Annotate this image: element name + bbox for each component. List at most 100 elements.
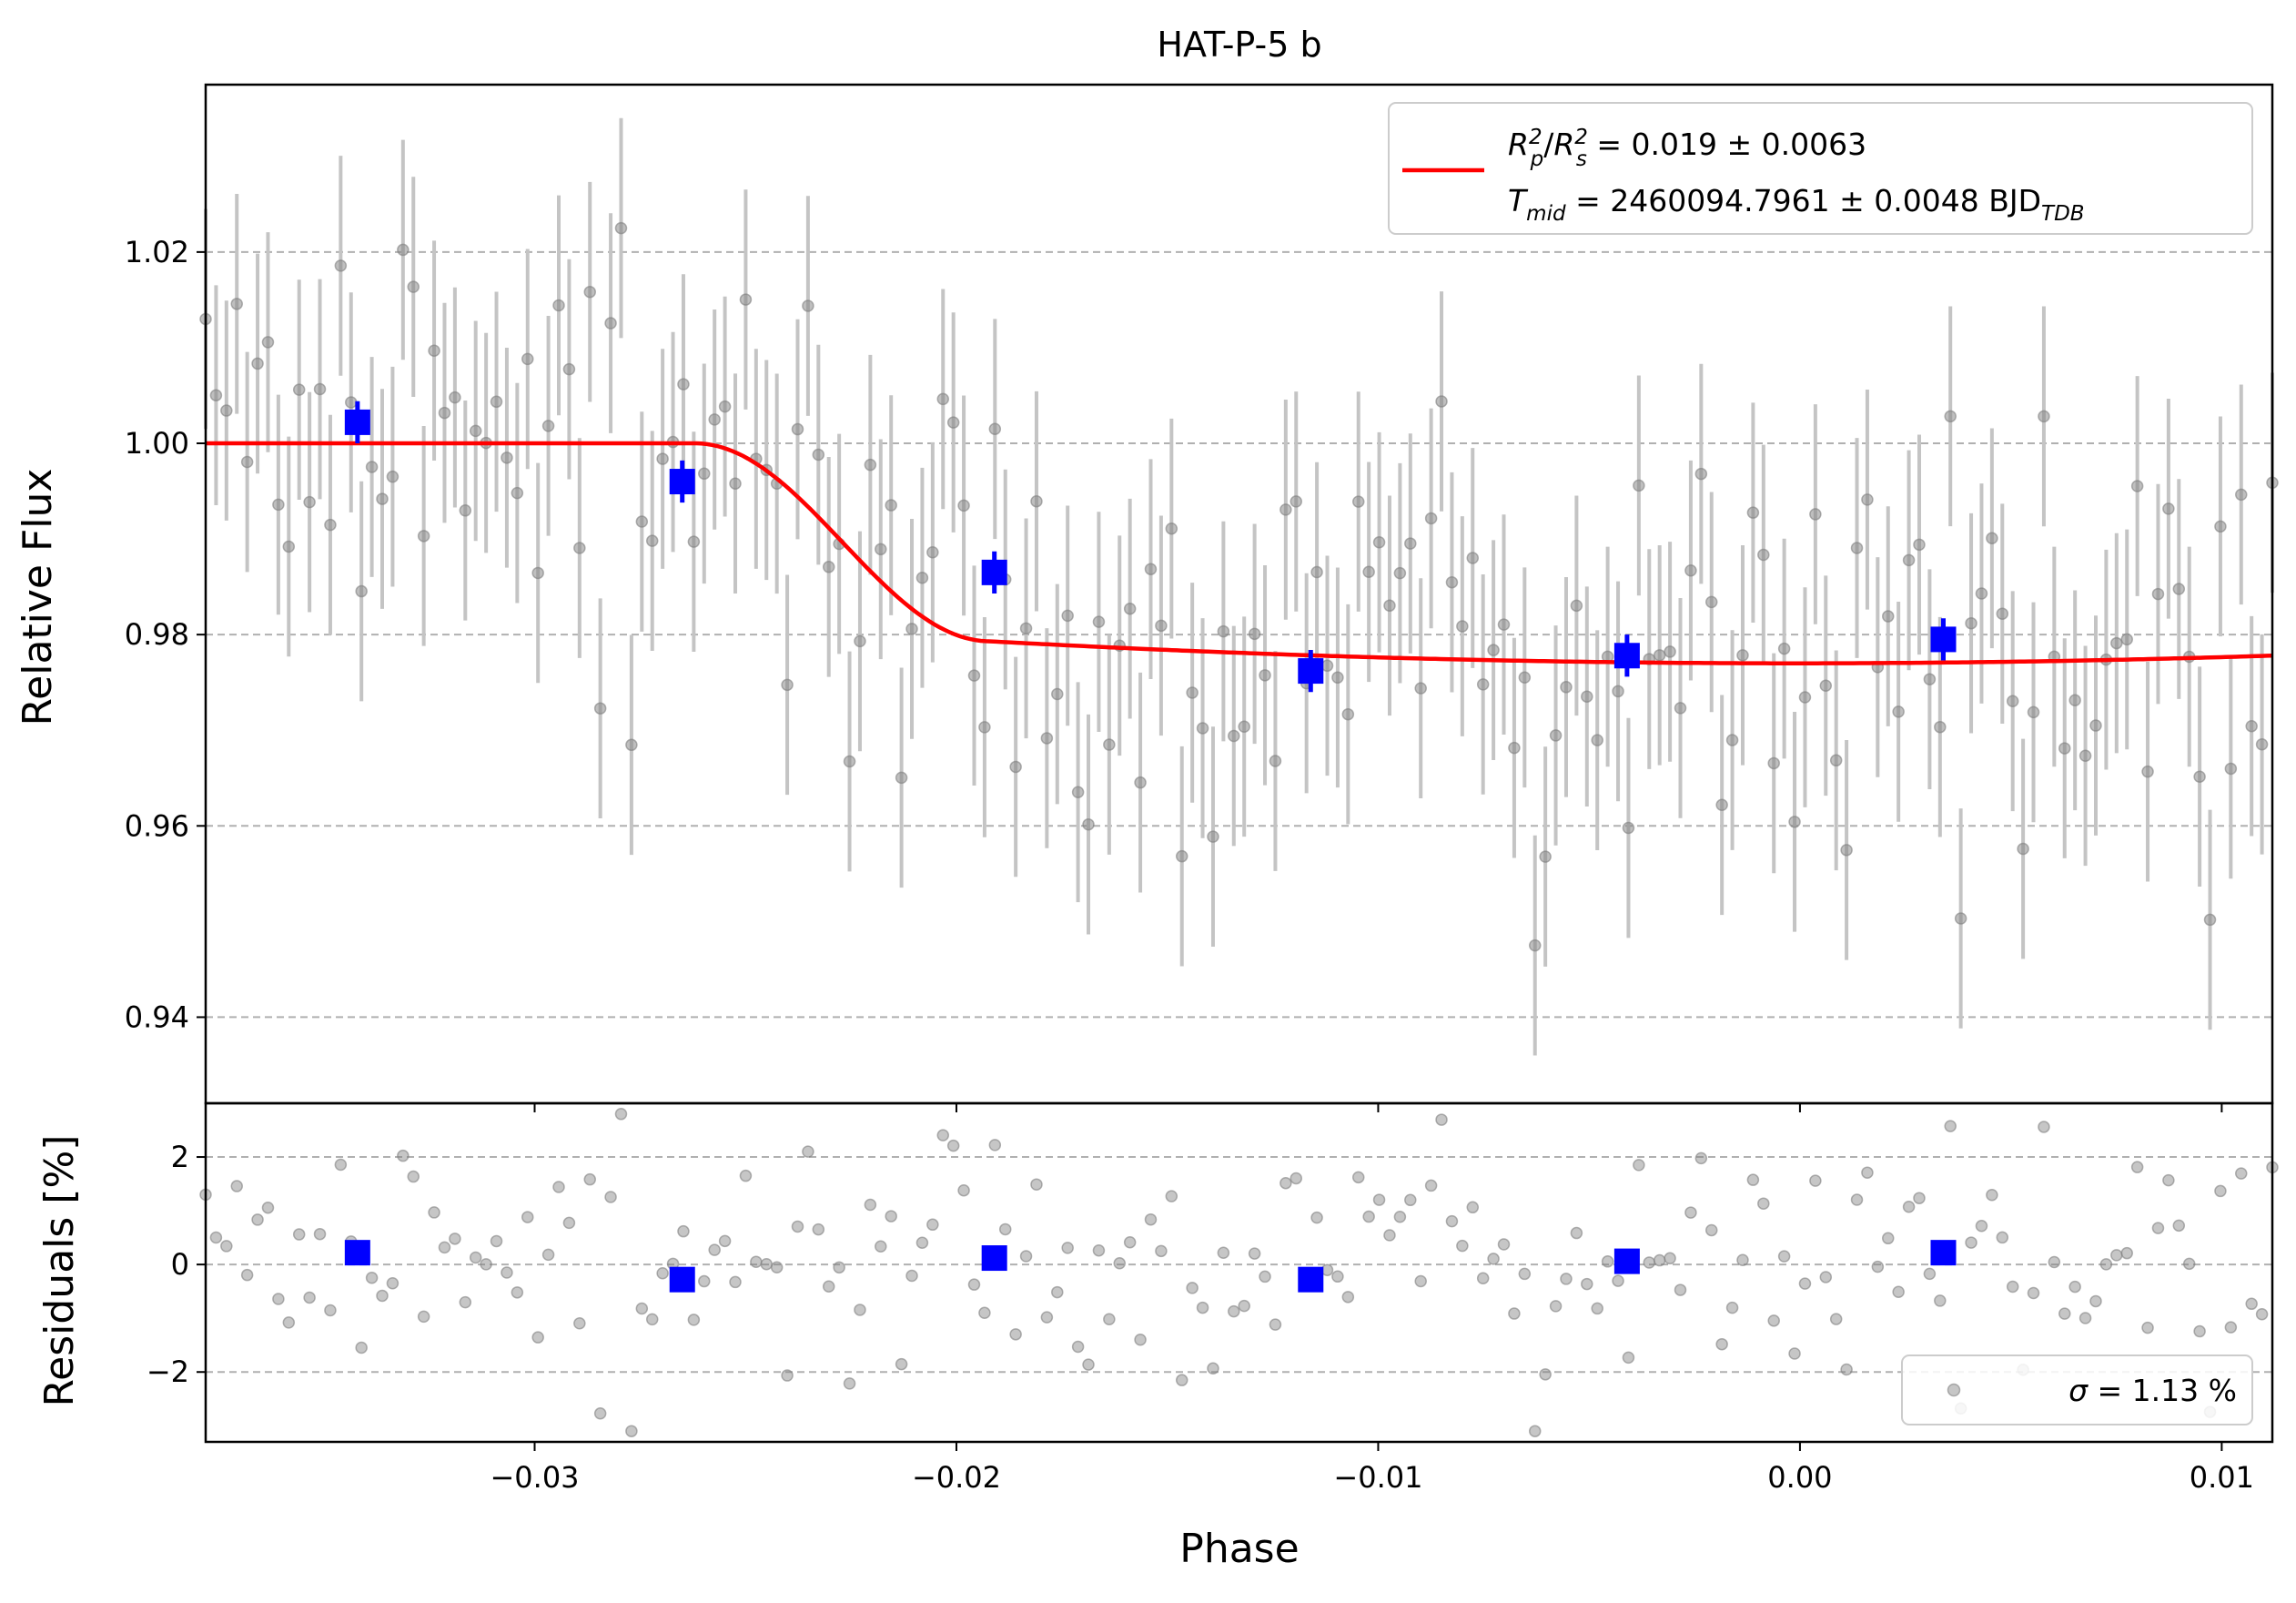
raw-flux-point xyxy=(802,299,814,312)
raw-residual-point xyxy=(521,1211,534,1223)
bottom-axes-frame xyxy=(204,1101,2274,1444)
raw-residual-point xyxy=(2038,1121,2050,1133)
binned-residual-point xyxy=(1930,1240,1957,1266)
bottom-x-tick-label: 0.00 xyxy=(1767,1460,1832,1495)
raw-residual-point xyxy=(802,1145,814,1158)
raw-residual-point xyxy=(469,1251,482,1264)
top-y-tick-label: 0.96 xyxy=(125,808,189,843)
raw-flux-point xyxy=(875,543,887,556)
bottom-y-tick-label: 0 xyxy=(171,1247,189,1282)
raw-flux-point xyxy=(1445,575,1459,589)
raw-residual-point xyxy=(604,1191,617,1203)
raw-residual-point xyxy=(230,1180,243,1192)
raw-flux-point xyxy=(583,285,596,299)
residual-legend-text: σ = 1.13 % xyxy=(2068,1373,2237,1408)
raw-flux-point xyxy=(2193,770,2206,783)
raw-residual-point xyxy=(625,1425,638,1437)
raw-residual-point xyxy=(397,1149,410,1162)
raw-residual-point xyxy=(1861,1166,1874,1179)
raw-residual-point xyxy=(822,1280,835,1293)
raw-flux-point xyxy=(573,542,586,554)
top-y-tick-label: 0.98 xyxy=(125,617,189,652)
raw-flux-point xyxy=(1570,599,1583,613)
raw-residual-point xyxy=(1144,1212,1158,1226)
raw-flux-point xyxy=(1175,849,1188,863)
raw-residual-point xyxy=(750,1255,763,1268)
raw-flux-point xyxy=(2027,705,2040,719)
raw-residual-point xyxy=(915,1236,929,1249)
raw-residual-point xyxy=(635,1302,649,1315)
raw-flux-point xyxy=(1466,552,1480,564)
raw-residual-point xyxy=(1913,1192,1926,1204)
raw-residual-point xyxy=(1040,1311,1054,1324)
raw-residual-point xyxy=(1653,1253,1666,1267)
raw-flux-point xyxy=(2224,762,2238,776)
raw-residual-point xyxy=(812,1223,825,1236)
raw-residual-point xyxy=(2151,1222,2165,1234)
raw-residual-point xyxy=(1934,1294,1947,1307)
raw-flux-point xyxy=(781,678,794,692)
raw-residual-point xyxy=(1445,1214,1459,1228)
raw-flux-point xyxy=(428,344,440,357)
raw-residual-point xyxy=(957,1183,970,1197)
raw-flux-point xyxy=(1549,729,1563,742)
raw-flux-point xyxy=(1674,702,1687,715)
raw-residual-point xyxy=(1633,1159,1645,1172)
raw-residual-point xyxy=(1414,1274,1427,1288)
raw-residual-point xyxy=(1466,1201,1480,1214)
raw-residual-point xyxy=(1518,1267,1532,1281)
raw-flux-point xyxy=(967,669,981,682)
raw-residual-point xyxy=(1082,1358,1095,1371)
raw-residual-point xyxy=(313,1227,327,1241)
raw-residual-point xyxy=(1217,1246,1230,1260)
raw-flux-point xyxy=(1829,754,1843,767)
raw-residual-point xyxy=(1944,1120,1957,1132)
raw-flux-point xyxy=(1030,494,1043,508)
raw-flux-point xyxy=(2141,765,2154,778)
raw-flux-point xyxy=(1476,678,1490,691)
raw-residual-point xyxy=(1372,1193,1386,1206)
binned-flux-point xyxy=(1298,658,1324,685)
raw-flux-point xyxy=(1725,734,1739,746)
raw-flux-point xyxy=(1767,756,1780,770)
raw-flux-point xyxy=(708,413,721,426)
raw-flux-point xyxy=(593,702,607,715)
raw-residual-point xyxy=(833,1261,845,1274)
legend-radius-ratio-text: R2 p/R2 s = 0.019 ± 0.0063 xyxy=(1508,126,1866,171)
raw-flux-point xyxy=(1975,587,1988,600)
residual-legend: σ = 1.13 % xyxy=(1901,1354,2253,1425)
raw-residual-point xyxy=(1113,1257,1127,1270)
raw-flux-point xyxy=(854,634,866,648)
raw-flux-point xyxy=(1424,512,1438,525)
raw-flux-point xyxy=(2162,502,2175,515)
raw-residual-point xyxy=(614,1108,628,1121)
raw-flux-point xyxy=(2038,410,2050,423)
raw-flux-point xyxy=(1497,618,1511,631)
raw-residual-point xyxy=(1259,1270,1271,1283)
raw-flux-point xyxy=(687,535,701,548)
raw-flux-point xyxy=(1913,538,1926,552)
raw-residual-point xyxy=(1622,1351,1635,1365)
raw-residual-point xyxy=(791,1220,804,1233)
binned-flux-series xyxy=(344,401,1957,693)
raw-flux-point xyxy=(1351,495,1365,508)
raw-flux-point xyxy=(438,406,451,420)
raw-residual-point xyxy=(1581,1277,1593,1291)
raw-residual-point xyxy=(1591,1302,1603,1315)
raw-residual-point xyxy=(386,1277,400,1290)
raw-residual-point xyxy=(978,1306,991,1320)
raw-residual-point xyxy=(1684,1206,1697,1219)
raw-residual-point xyxy=(1892,1285,1905,1299)
raw-flux-point xyxy=(1944,410,1957,423)
raw-flux-point xyxy=(1694,467,1708,481)
raw-flux-point xyxy=(407,280,420,293)
raw-flux-point xyxy=(1746,506,1760,519)
raw-flux-point xyxy=(645,534,659,547)
raw-residual-point xyxy=(449,1233,461,1245)
raw-residual-point xyxy=(1829,1313,1843,1325)
raw-flux-point xyxy=(1217,624,1230,638)
raw-flux-point xyxy=(791,422,804,436)
raw-residual-point xyxy=(946,1139,960,1152)
raw-residual-point xyxy=(1476,1272,1490,1284)
raw-flux-point xyxy=(1965,616,1977,630)
